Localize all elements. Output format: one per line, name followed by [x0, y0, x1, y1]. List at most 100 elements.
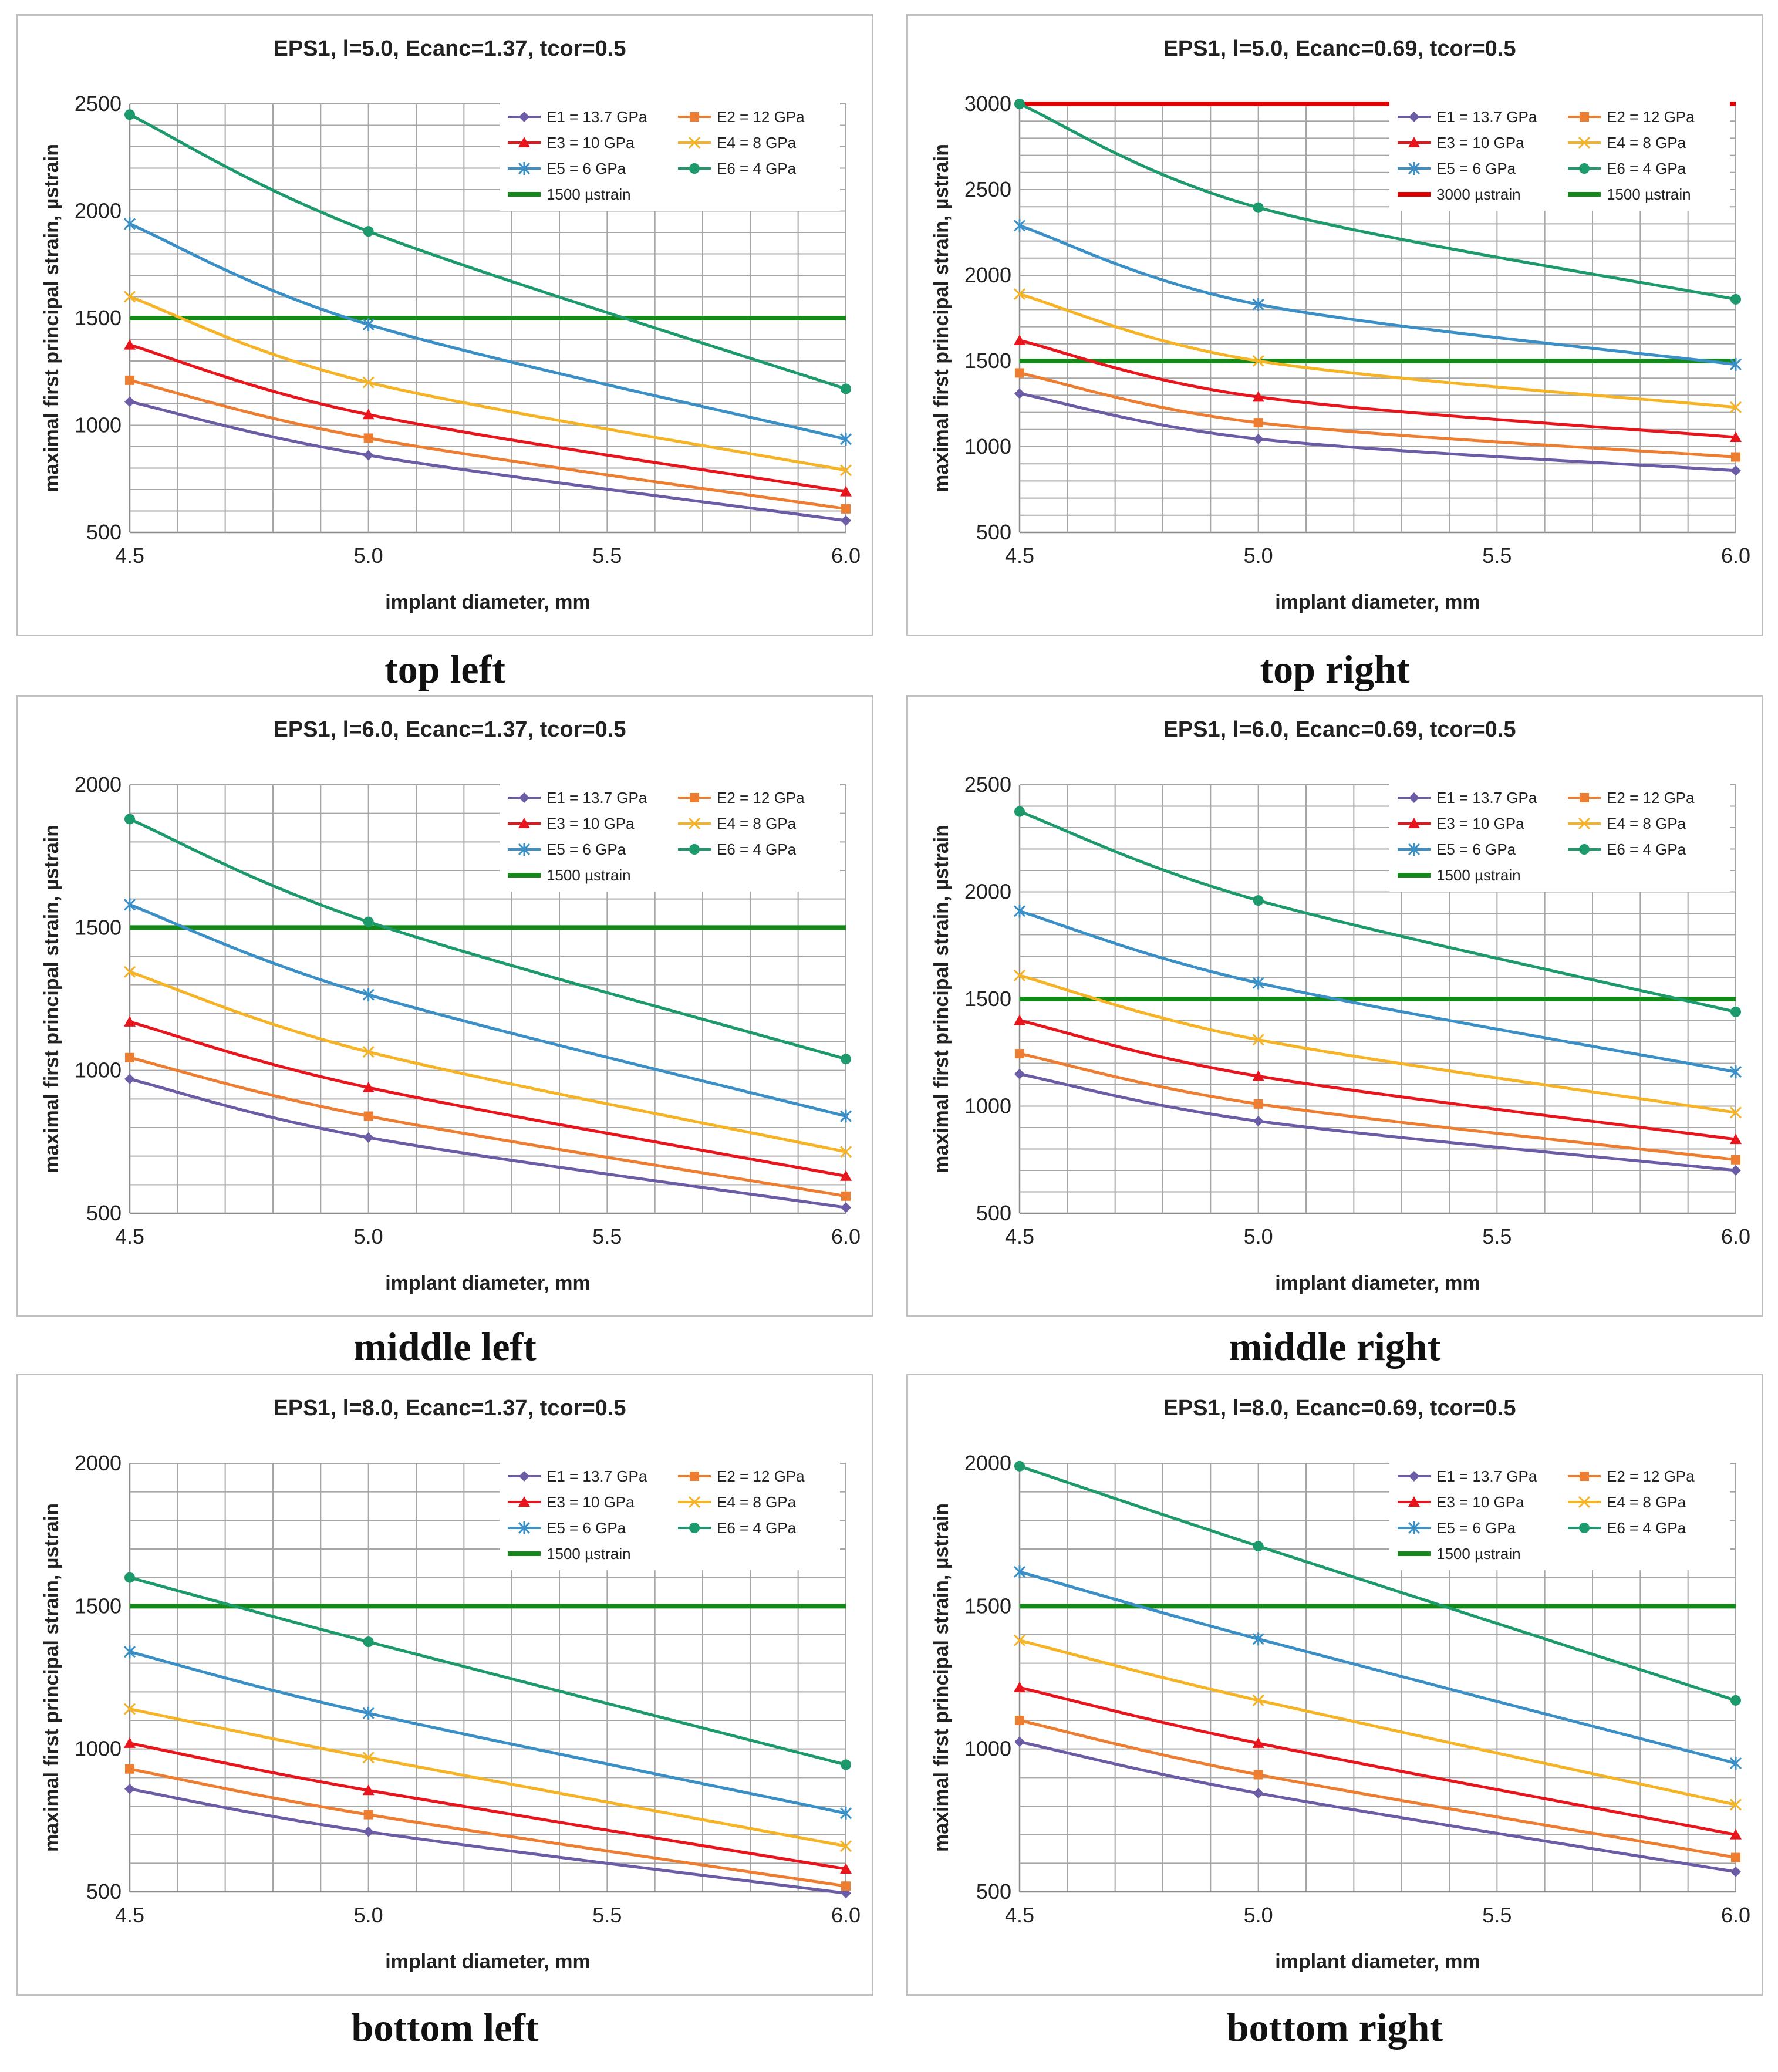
data-point: [1013, 969, 1026, 981]
data-point: [363, 1111, 373, 1121]
x-tick-label: 4.5: [1005, 1224, 1034, 1248]
series-e1-13-7-gpa: [1014, 1736, 1741, 1877]
series-line: [129, 1742, 846, 1871]
data-point: [1015, 1716, 1024, 1725]
data-point: [1253, 1116, 1264, 1127]
data-point: [1252, 1632, 1264, 1646]
data-point: [840, 485, 852, 497]
legend-box: [500, 1457, 840, 1570]
data-point: [839, 1146, 852, 1158]
legend-marker: [1579, 163, 1590, 174]
data-point: [1730, 1006, 1741, 1017]
legend-label: E1 = 13.7 GPa: [546, 1467, 647, 1485]
series-e4-8-gpa: [1013, 969, 1742, 1119]
chart-panel-middle-right: EPS1, l=6.0, Ecanc=0.69, tcor=0.5 500 1000…: [906, 695, 1763, 1317]
y-tick-label: 500: [86, 1879, 122, 1904]
series-line: [129, 1650, 846, 1815]
legend-marker: [1580, 1472, 1589, 1481]
data-point: [124, 396, 135, 407]
legend: E1 = 13.7 GPa E2 = 12 GPa E3 = 10 GPa E4 = …: [1389, 98, 1730, 211]
legend-label: E6 = 4 GPa: [717, 160, 797, 177]
chart-top-right: EPS1, l=5.0, Ecanc=0.69, tcor=0.5 500 1000…: [930, 36, 1750, 613]
legend-label: E4 = 8 GPa: [1607, 1493, 1686, 1511]
data-point: [1729, 1065, 1742, 1079]
x-tick-label: 5.5: [1482, 1903, 1512, 1927]
x-tick-label: 4.5: [115, 544, 144, 568]
x-tick-label: 6.0: [1721, 1903, 1750, 1927]
chart-title: EPS1, l=5.0, Ecanc=1.37, tcor=0.5: [273, 36, 626, 61]
series-e2-12-gpa: [125, 1764, 851, 1891]
series-e4-8-gpa: [123, 966, 852, 1158]
series-e3-10-gpa: [124, 1015, 852, 1181]
data-point: [1253, 895, 1264, 906]
data-point: [1252, 391, 1264, 402]
series-e6-4-gpa: [1014, 1460, 1741, 1706]
data-point: [839, 1109, 852, 1123]
data-point: [125, 1052, 134, 1062]
series-e1-13-7-gpa: [124, 396, 851, 526]
series-line: [129, 970, 846, 1153]
series-line: [1019, 1740, 1736, 1874]
data-point: [363, 916, 374, 927]
legend-marker: [518, 818, 530, 828]
legend-marker: [1408, 162, 1421, 175]
legend-label: E1 = 13.7 GPa: [1436, 789, 1537, 806]
x-tick-label: 6.0: [831, 1903, 861, 1927]
data-point: [362, 1784, 375, 1796]
series-e5-6-gpa: [123, 1645, 852, 1820]
legend-marker: [1409, 112, 1419, 122]
data-point: [362, 1081, 375, 1092]
data-point: [1731, 1155, 1740, 1165]
data-point: [1014, 1682, 1025, 1693]
legend-label: E1 = 13.7 GPa: [546, 789, 647, 806]
legend-marker: [519, 1471, 529, 1482]
legend-label: 1500 µstrain: [1436, 1545, 1521, 1563]
data-point: [1729, 357, 1742, 371]
series-e6-4-gpa: [1014, 806, 1741, 1017]
legend-box: [1389, 779, 1730, 892]
legend-marker: [518, 137, 530, 147]
data-point: [1252, 1694, 1264, 1706]
series-e4-8-gpa: [123, 1703, 852, 1852]
series-line: [129, 379, 846, 511]
legend-label: E4 = 8 GPa: [717, 134, 797, 151]
y-tick-label: 1000: [964, 434, 1011, 458]
series-line: [1019, 1072, 1736, 1172]
data-point: [362, 1045, 375, 1058]
chart-panel-middle-left: EPS1, l=6.0, Ecanc=1.37, tcor=0.5 500 1000…: [16, 695, 873, 1317]
data-point: [1014, 1068, 1025, 1079]
x-axis-label: implant diameter, mm: [385, 1272, 591, 1294]
y-tick-label: 2000: [75, 199, 122, 223]
data-point: [124, 1015, 136, 1027]
data-point: [841, 504, 851, 514]
data-point: [1730, 431, 1742, 442]
chart-title: EPS1, l=6.0, Ecanc=1.37, tcor=0.5: [273, 717, 626, 742]
series-line: [1019, 810, 1736, 1014]
data-point: [1014, 388, 1025, 399]
series-e4-8-gpa: [1013, 1634, 1742, 1811]
legend-marker: [1408, 1521, 1421, 1534]
caption-bottom-left: bottom left: [351, 2005, 539, 2050]
legend-label: E6 = 4 GPa: [717, 1519, 797, 1537]
series-e2-12-gpa: [125, 375, 851, 514]
legend-box: [500, 779, 840, 892]
y-tick-label: 1000: [75, 1737, 122, 1761]
series-e3-10-gpa: [1014, 1682, 1742, 1840]
legend: E1 = 13.7 GPa E2 = 12 GPa E3 = 10 GPa E4 = …: [1389, 779, 1730, 892]
data-point: [362, 1706, 375, 1720]
legend-marker: [1409, 1471, 1419, 1482]
x-tick-label: 4.5: [115, 1224, 144, 1248]
series-e3-10-gpa: [1014, 1014, 1742, 1145]
x-tick-label: 5.0: [1244, 544, 1273, 568]
data-point: [123, 1703, 136, 1715]
series-line: [1019, 1719, 1736, 1860]
data-point: [1252, 1737, 1264, 1748]
legend-label: E1 = 13.7 GPa: [546, 108, 647, 126]
data-point: [841, 1054, 851, 1065]
data-point: [363, 450, 374, 461]
legend-box: [500, 98, 840, 211]
series-line: [1019, 1052, 1736, 1162]
legend-marker: [1409, 792, 1419, 803]
legend-label: E4 = 8 GPa: [1607, 815, 1686, 832]
legend-label: 1500 µstrain: [1436, 866, 1521, 884]
